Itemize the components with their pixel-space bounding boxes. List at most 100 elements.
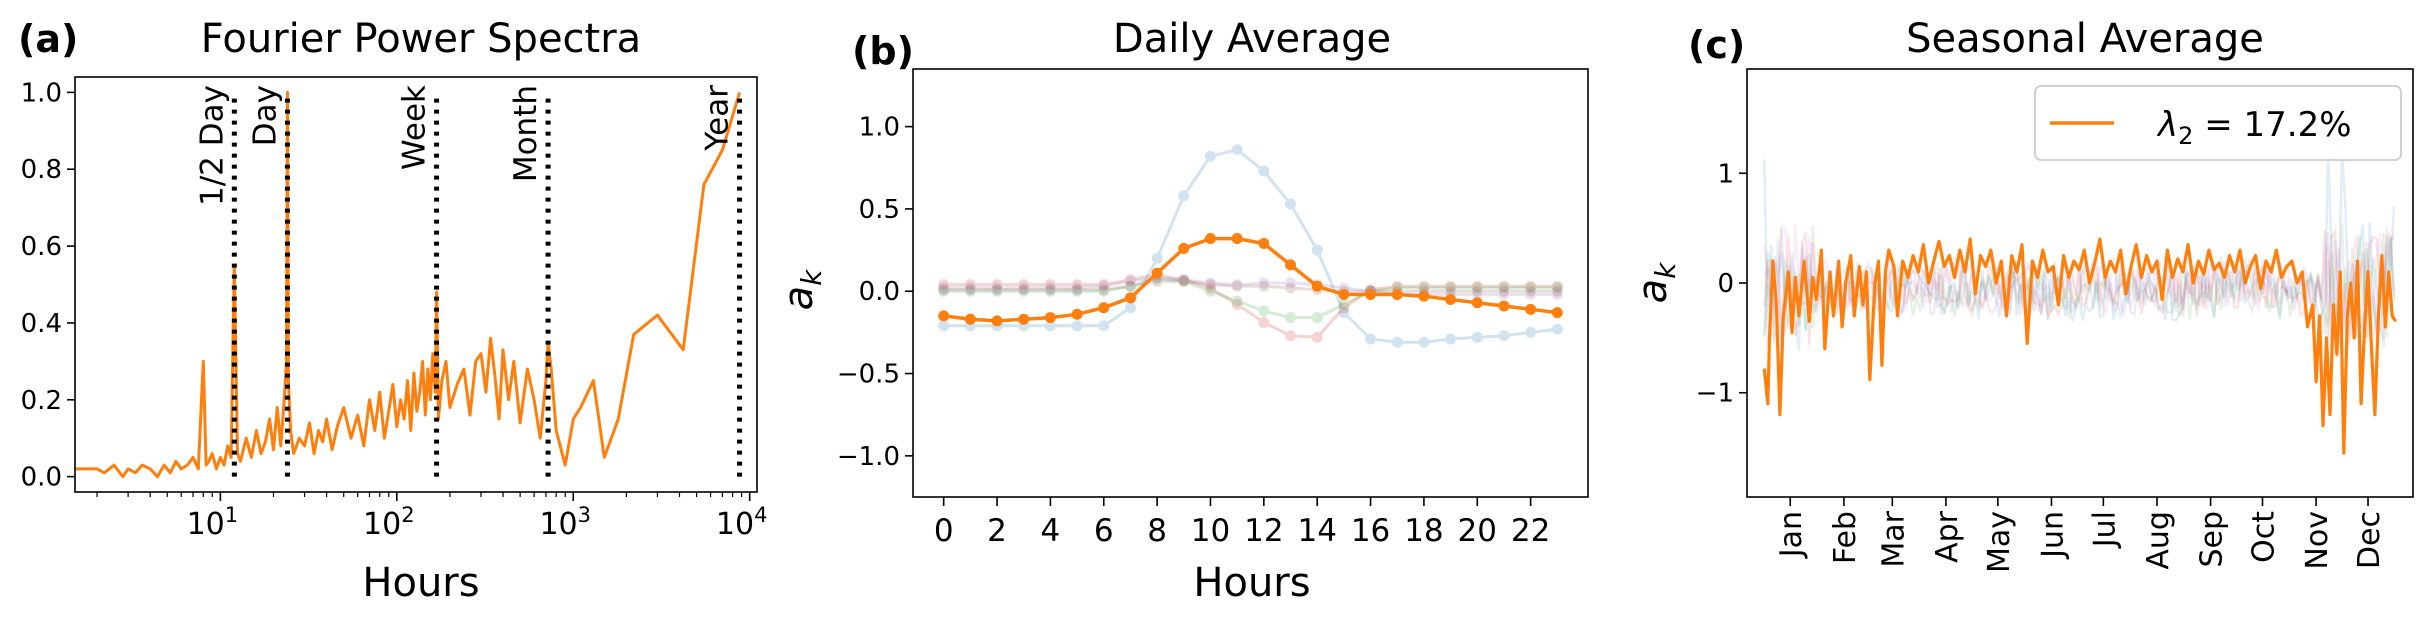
y-tick-label-a: 0.8 [21, 155, 62, 185]
series-point [991, 279, 1003, 291]
series-point [1551, 285, 1563, 297]
series-point [1338, 302, 1350, 314]
series-point [1311, 280, 1323, 292]
x-tick-label-b: 22 [1511, 513, 1550, 549]
series-point [1338, 307, 1350, 319]
y-tick-label-b: −1.0 [837, 442, 900, 472]
series-point [1018, 313, 1030, 325]
month-tick-label: Jun [2035, 511, 2070, 560]
y-axis-label-b: ak [776, 268, 828, 311]
series-point [1204, 279, 1216, 291]
series-point [1178, 275, 1190, 287]
x-tick-label-b: 18 [1404, 513, 1443, 549]
series-point [1391, 280, 1403, 292]
y-tick-label-c: −1 [1696, 379, 1734, 409]
series-point [1231, 279, 1243, 291]
panel-a-fourier-spectra: (a) Fourier Power Spectra Hours 1/2 Day D… [18, 16, 767, 606]
series-point [1525, 280, 1537, 292]
series-point [1018, 279, 1030, 291]
month-tick-label: Oct [2247, 511, 2282, 563]
series-line [943, 276, 1558, 296]
series-point [964, 279, 976, 291]
period-marker-label: Week [397, 85, 433, 170]
faded-series [938, 269, 1563, 343]
series-point [1445, 293, 1457, 305]
y-tick-label-b: 0.5 [859, 195, 900, 225]
x-tick-label-b: 4 [1041, 513, 1061, 549]
series-point [1471, 331, 1483, 343]
x-axis-label-a: Hours [362, 560, 479, 606]
faded-component-line [1763, 223, 2396, 341]
series-point [1098, 320, 1110, 332]
series-point [1178, 242, 1190, 254]
period-marker-label: Day [247, 85, 283, 146]
month-tick-label: Jul [2087, 511, 2122, 549]
series-point [1231, 298, 1243, 310]
chart-title-c: Seasonal Average [1906, 16, 2264, 62]
series-point [1471, 289, 1483, 301]
series-point [938, 279, 950, 291]
series-point [991, 284, 1003, 296]
series-point [1231, 233, 1243, 245]
month-tick-label: Jan [1774, 511, 1809, 559]
series-point [1525, 326, 1537, 338]
series-point [964, 313, 976, 325]
y-tick-label-a: 0.4 [21, 309, 62, 339]
x-tick-label-a: 103 [539, 503, 591, 542]
series-point [1338, 298, 1350, 310]
series-point [1178, 275, 1190, 287]
series-point [1098, 279, 1110, 291]
series-point [1551, 307, 1563, 319]
series-point [1018, 282, 1030, 294]
series-point [1044, 320, 1056, 332]
panel-label-c: (c) [1688, 23, 1745, 67]
series-point [1338, 289, 1350, 301]
series-point [1044, 282, 1056, 294]
series-point [1124, 302, 1136, 314]
month-tick-label: Sep [2195, 511, 2230, 568]
legend-label: λ2 = 17.2% [2156, 105, 2352, 150]
series-point [1285, 330, 1297, 342]
series-point [964, 282, 976, 294]
series-point [1498, 285, 1510, 297]
series-point [1285, 282, 1297, 294]
series-point [1471, 285, 1483, 297]
series-point [1445, 285, 1457, 297]
x-tick-label-a: 104 [716, 503, 768, 542]
series-point [1204, 233, 1216, 245]
x-tick-label-b: 0 [934, 513, 954, 549]
y-tick-label-b: 1.0 [859, 113, 900, 143]
series-point [1204, 282, 1216, 294]
series-line [943, 148, 1558, 344]
series-point [1231, 144, 1243, 156]
series-point [1124, 292, 1136, 304]
series-point [1018, 285, 1030, 297]
series-point [1258, 317, 1270, 329]
series-point [991, 285, 1003, 297]
series-point [1071, 279, 1083, 291]
series-point [1418, 336, 1430, 348]
y-tick-label-b: −0.5 [837, 360, 900, 390]
series-point [1391, 289, 1403, 301]
series-point [1124, 280, 1136, 292]
series-point [1498, 330, 1510, 342]
series-point [1044, 284, 1056, 296]
series-point [1071, 285, 1083, 297]
series-point [1098, 280, 1110, 292]
series-point [1204, 285, 1216, 297]
series-point [1498, 289, 1510, 301]
x-tick-label-b: 2 [987, 513, 1007, 549]
series-point [1044, 285, 1056, 297]
series-point [1471, 282, 1483, 294]
series-point [1204, 277, 1216, 289]
y-tick-label-c: 1 [1717, 159, 1734, 189]
y-tick-label-c: 0 [1717, 269, 1734, 299]
faded-series [938, 275, 1563, 297]
y-tick-label-b: 0.0 [859, 277, 900, 307]
series-point [1311, 331, 1323, 343]
series-line [943, 236, 1558, 323]
series-point [1551, 289, 1563, 301]
series-point [1151, 275, 1163, 287]
series-point [1285, 259, 1297, 271]
